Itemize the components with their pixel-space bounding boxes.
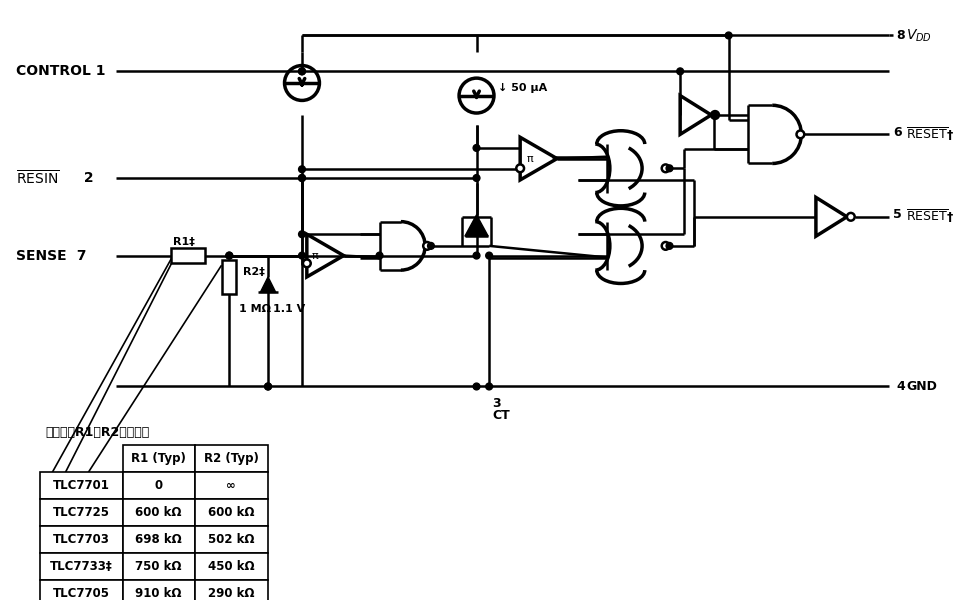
Text: R1 (Typ): R1 (Typ): [131, 452, 186, 465]
Text: 600 kΩ: 600 kΩ: [208, 506, 255, 519]
Circle shape: [299, 252, 306, 259]
Bar: [40, 581, 123, 608]
Text: 6: 6: [894, 126, 902, 139]
Text: 0: 0: [154, 479, 163, 492]
Circle shape: [473, 252, 480, 259]
Circle shape: [662, 165, 670, 172]
Circle shape: [299, 231, 306, 238]
Text: 600 kΩ: 600 kΩ: [135, 506, 182, 519]
Text: CT: CT: [492, 409, 510, 422]
Text: CONTROL 1: CONTROL 1: [16, 64, 105, 78]
Bar: [40, 526, 123, 553]
Text: 502 kΩ: 502 kΩ: [208, 533, 255, 546]
Bar: [123, 472, 195, 499]
Text: 4: 4: [897, 380, 905, 393]
Text: ↓ 50 μA: ↓ 50 μA: [498, 83, 547, 93]
Bar: [195, 499, 268, 526]
Text: 3: 3: [492, 398, 501, 411]
Text: 1.1 V: 1.1 V: [273, 304, 306, 314]
Circle shape: [299, 166, 306, 173]
Text: TLC7703: TLC7703: [53, 533, 109, 546]
Bar: [171, 248, 205, 264]
Polygon shape: [465, 215, 489, 236]
Bar: [40, 499, 123, 526]
Bar: [40, 472, 123, 499]
Circle shape: [666, 165, 673, 171]
Bar: [123, 581, 195, 608]
Text: $\overline{\rm RESET}$†: $\overline{\rm RESET}$†: [906, 126, 954, 143]
Circle shape: [226, 252, 233, 259]
Text: GND: GND: [906, 380, 937, 393]
Bar: [195, 526, 268, 553]
Circle shape: [676, 68, 684, 75]
Circle shape: [473, 174, 480, 181]
Text: TLC7725: TLC7725: [53, 506, 109, 519]
Text: π: π: [527, 154, 534, 163]
Bar: [195, 472, 268, 499]
Bar: [123, 526, 195, 553]
Circle shape: [666, 243, 673, 249]
Polygon shape: [261, 277, 276, 292]
Text: R2‡: R2‡: [242, 267, 264, 277]
Circle shape: [264, 383, 271, 390]
Text: TLC7733‡: TLC7733‡: [50, 561, 112, 573]
Text: R2 (Typ): R2 (Typ): [204, 452, 259, 465]
Bar: [123, 553, 195, 581]
Bar: [195, 581, 268, 608]
Bar: [222, 260, 236, 295]
Text: ∞: ∞: [226, 479, 236, 492]
Text: 2: 2: [79, 171, 94, 185]
Text: R1‡: R1‡: [173, 237, 194, 247]
Bar: [195, 445, 268, 472]
Bar: [123, 445, 195, 472]
Circle shape: [376, 252, 383, 259]
Text: $\overline{\rm RESIN}$: $\overline{\rm RESIN}$: [16, 169, 59, 187]
Text: TLC7705: TLC7705: [53, 587, 109, 600]
Circle shape: [226, 252, 233, 259]
Circle shape: [486, 252, 492, 259]
Text: TLC7701: TLC7701: [53, 479, 109, 492]
Text: 5: 5: [894, 209, 902, 221]
Bar: [123, 499, 195, 526]
Circle shape: [473, 383, 480, 390]
Circle shape: [299, 68, 306, 75]
Text: 750 kΩ: 750 kΩ: [135, 561, 182, 573]
Circle shape: [796, 131, 805, 138]
Text: SENSE: SENSE: [16, 249, 66, 262]
Bar: [195, 553, 268, 581]
Circle shape: [264, 383, 271, 390]
Text: 290 kΩ: 290 kΩ: [208, 587, 255, 600]
Bar: [40, 553, 123, 581]
Text: π: π: [311, 251, 318, 260]
Text: 7: 7: [72, 249, 86, 262]
Circle shape: [303, 259, 310, 267]
Circle shape: [423, 242, 431, 249]
Circle shape: [847, 213, 855, 221]
Text: 910 kΩ: 910 kΩ: [135, 587, 182, 600]
Text: $V_{DD}$: $V_{DD}$: [906, 27, 932, 44]
Circle shape: [427, 243, 434, 249]
Circle shape: [299, 68, 306, 75]
Circle shape: [725, 32, 732, 39]
Circle shape: [662, 242, 670, 249]
Text: 8: 8: [897, 29, 905, 42]
Circle shape: [299, 174, 306, 181]
Circle shape: [516, 165, 524, 172]
Circle shape: [473, 145, 480, 151]
Circle shape: [486, 383, 492, 390]
Text: 698 kΩ: 698 kΩ: [135, 533, 182, 546]
Text: 450 kΩ: 450 kΩ: [208, 561, 255, 573]
Text: 1 MΩ: 1 MΩ: [239, 304, 271, 314]
Circle shape: [711, 112, 718, 118]
Circle shape: [299, 174, 306, 181]
Circle shape: [711, 111, 718, 119]
Text: $\overline{\rm RESET}$†: $\overline{\rm RESET}$†: [906, 208, 954, 225]
Text: 不同芯片R1、R2的选择值: 不同芯片R1、R2的选择值: [45, 426, 149, 439]
